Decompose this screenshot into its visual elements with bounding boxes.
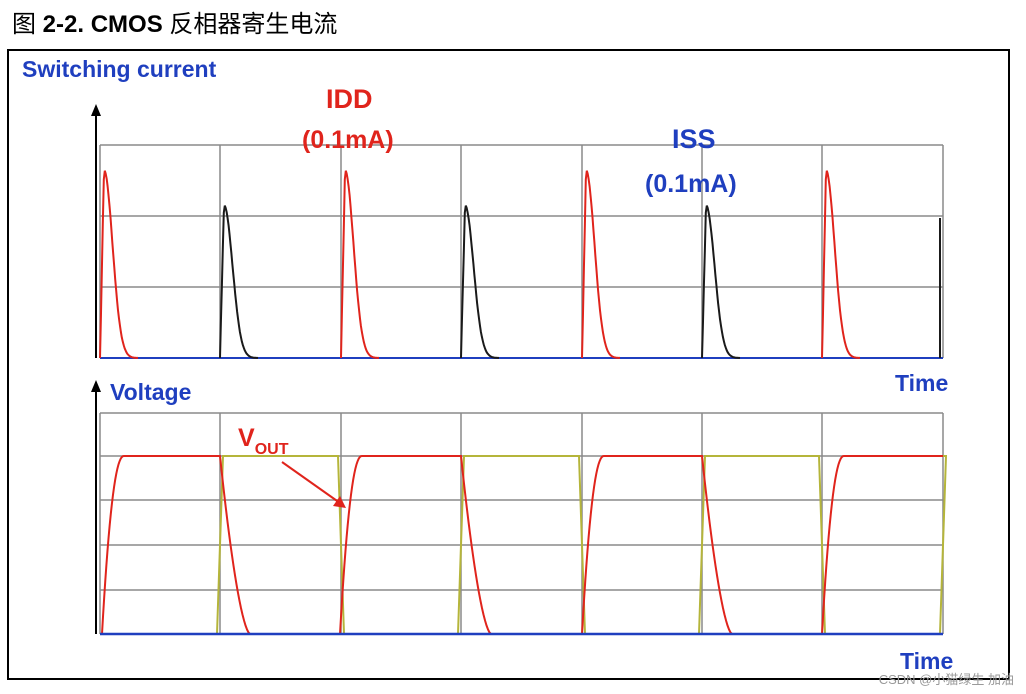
vout-pointer — [281, 461, 341, 504]
idd-label: IDD — [326, 84, 373, 114]
vout-subscript: OUT — [254, 441, 289, 458]
idd-pulse — [340, 170, 379, 359]
figure-frame — [7, 49, 1010, 680]
idd-value-label: (0.1mA) — [302, 126, 394, 154]
vout-pointer-head — [333, 496, 346, 508]
voltage-axis-arrow — [91, 380, 101, 392]
vout-main: V — [238, 424, 255, 452]
switching-current-label: Switching current — [22, 56, 217, 82]
iss-label: ISS — [672, 124, 716, 154]
vout-label: VOUT — [238, 424, 288, 458]
caption-figure-number: 2-2. CMOS — [42, 11, 163, 38]
iss-pulse — [219, 205, 259, 359]
caption-title: 反相器寄生电流 — [162, 11, 338, 38]
watermark: CSDN @小猫绿生 加油 — [878, 672, 1014, 687]
figure-caption: 图 2-2. CMOS 反相器寄生电流 — [12, 4, 337, 39]
caption-prefix: 图 — [12, 11, 43, 38]
current-axis-arrow — [91, 104, 101, 116]
idd-pulse — [99, 170, 138, 359]
time-label-top: Time — [895, 370, 949, 396]
iss-value-label: (0.1mA) — [645, 170, 737, 198]
iss-pulse — [701, 205, 741, 359]
output-voltage-trace — [101, 455, 943, 635]
idd-pulse — [821, 170, 860, 359]
voltage-label: Voltage — [110, 379, 192, 405]
iss-pulse — [460, 205, 500, 359]
time-label-bottom: Time — [900, 648, 954, 674]
idd-pulse — [581, 170, 620, 359]
